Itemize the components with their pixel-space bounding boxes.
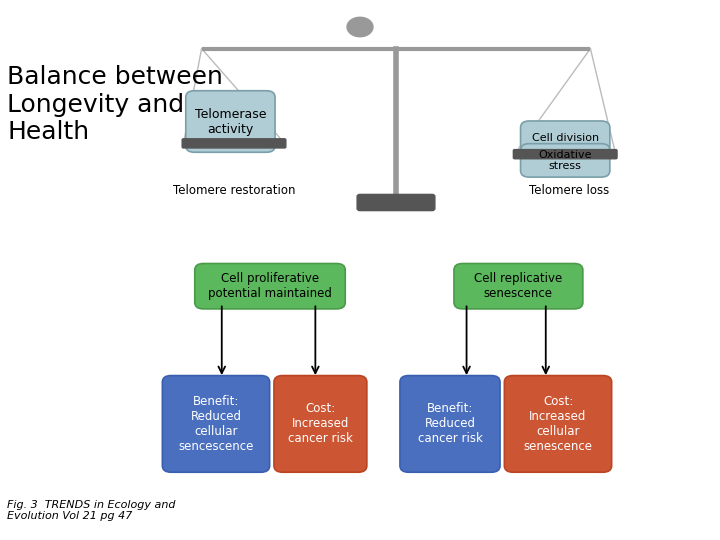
Text: Telomere restoration: Telomere restoration <box>173 184 295 197</box>
Text: Cost:
Increased
cellular
senescence: Cost: Increased cellular senescence <box>523 395 593 453</box>
FancyBboxPatch shape <box>274 376 367 472</box>
Text: Cell replicative
senescence: Cell replicative senescence <box>474 272 562 300</box>
Text: Telomere loss: Telomere loss <box>528 184 609 197</box>
Text: Benefit:
Reduced
cancer risk: Benefit: Reduced cancer risk <box>418 402 482 446</box>
FancyBboxPatch shape <box>521 121 610 154</box>
FancyBboxPatch shape <box>162 376 269 472</box>
Text: Oxidative
stress: Oxidative stress <box>539 150 592 171</box>
FancyBboxPatch shape <box>521 144 610 177</box>
Text: Balance between
Longevity and
Health: Balance between Longevity and Health <box>7 65 223 144</box>
Text: Cell proliferative
potential maintained: Cell proliferative potential maintained <box>208 272 332 300</box>
Text: Fig. 3  TRENDS in Ecology and
Evolution Vol 21 pg 47: Fig. 3 TRENDS in Ecology and Evolution V… <box>7 500 176 521</box>
FancyBboxPatch shape <box>357 194 435 211</box>
FancyBboxPatch shape <box>186 91 275 152</box>
Text: Telomerase
activity: Telomerase activity <box>194 107 266 136</box>
Text: Cost:
Increased
cancer risk: Cost: Increased cancer risk <box>288 402 353 446</box>
Text: Benefit:
Reduced
cellular
sencescence: Benefit: Reduced cellular sencescence <box>179 395 253 453</box>
FancyBboxPatch shape <box>182 139 286 148</box>
Circle shape <box>347 17 373 37</box>
FancyBboxPatch shape <box>504 376 612 472</box>
FancyBboxPatch shape <box>194 264 345 309</box>
Text: Cell division: Cell division <box>531 133 599 143</box>
FancyBboxPatch shape <box>513 150 617 159</box>
FancyBboxPatch shape <box>454 264 582 309</box>
FancyBboxPatch shape <box>400 376 500 472</box>
